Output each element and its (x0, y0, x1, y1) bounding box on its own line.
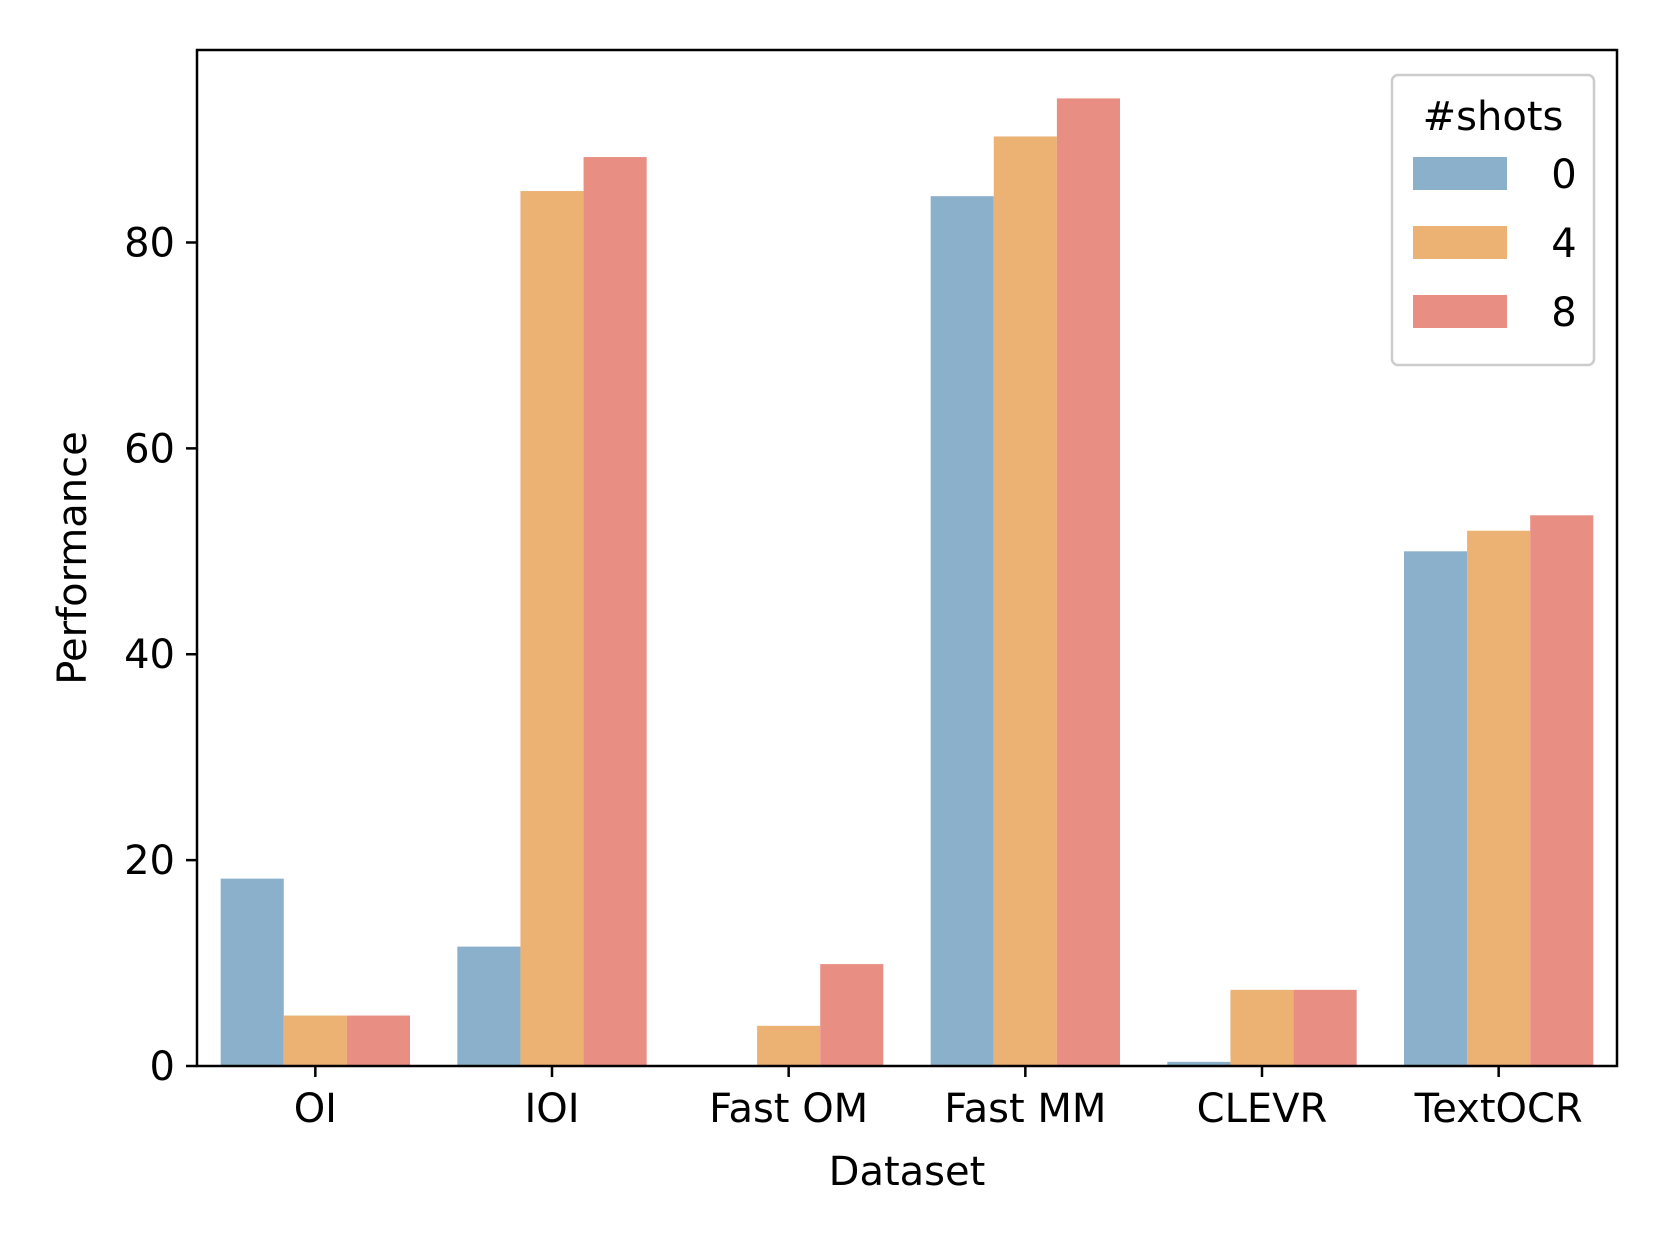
bar-oi-shots-0 (220, 878, 284, 1066)
bar-textocr-shots-4 (1467, 530, 1531, 1066)
legend-frame (1390, 73, 1596, 367)
plot-frame (195, 48, 1619, 1068)
x-tick-label: Fast MM (944, 1086, 1106, 1132)
x-axis-label: Dataset (829, 1149, 986, 1195)
bar-fast-om-shots-8 (820, 964, 884, 1066)
bar-fast-mm-shots-8 (1056, 98, 1120, 1066)
bar-textocr-shots-0 (1404, 551, 1468, 1066)
y-tick-label: 40 (124, 632, 175, 678)
bar-oi-shots-8 (346, 1015, 410, 1066)
bar-clevr-shots-4 (1230, 989, 1294, 1066)
bar-fast-mm-shots-4 (993, 136, 1057, 1067)
legend-swatch-0 (1413, 157, 1507, 190)
legend-entry-label: 0 (1551, 152, 1576, 198)
bar-clevr-shots-8 (1293, 989, 1357, 1066)
bar-oi-shots-4 (283, 1015, 347, 1066)
bar-textocr-shots-8 (1530, 515, 1594, 1066)
bar-fast-om-shots-4 (757, 1025, 821, 1066)
y-tick-label: 80 (124, 220, 175, 266)
legend-entry-label: 8 (1551, 290, 1576, 336)
x-tick-label: CLEVR (1197, 1086, 1328, 1132)
bar-clevr-shots-0 (1167, 1061, 1231, 1066)
y-tick-label: 60 (124, 426, 175, 472)
y-axis-label: Performance (50, 431, 96, 684)
y-tick-label: 0 (150, 1044, 175, 1090)
bar-ioi-shots-4 (520, 191, 584, 1066)
x-tick-label: TextOCR (1414, 1086, 1583, 1132)
legend-title: #shots (1423, 94, 1564, 140)
legend-swatch-4 (1413, 226, 1507, 259)
bar-ioi-shots-0 (457, 946, 521, 1066)
bar-ioi-shots-8 (583, 157, 647, 1066)
legend: #shots 0 4 8 (1390, 73, 1596, 367)
x-tick-label: OI (294, 1086, 337, 1132)
legend-entry-label: 4 (1551, 221, 1576, 267)
bar-fast-mm-shots-0 (930, 196, 994, 1067)
x-tick-label: IOI (524, 1086, 579, 1132)
bars-layer (220, 98, 1594, 1067)
y-tick-label: 20 (124, 838, 175, 884)
legend-swatch-8 (1413, 295, 1507, 328)
x-tick-label: Fast OM (709, 1086, 868, 1132)
